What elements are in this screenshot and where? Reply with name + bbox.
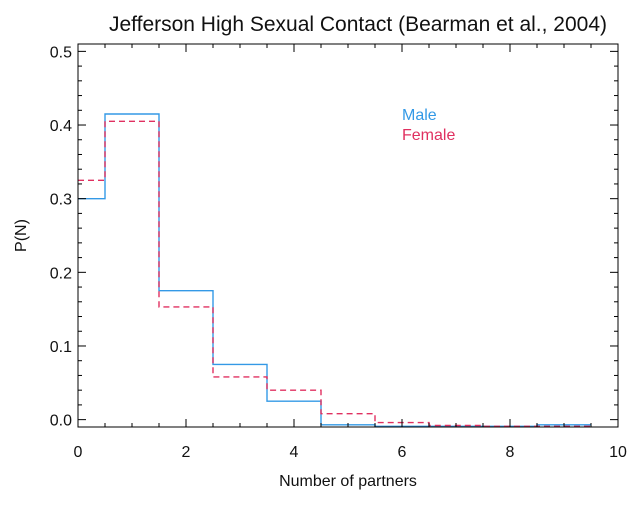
series-line-female — [78, 120, 591, 427]
y-tick-label: 0.4 — [50, 118, 72, 135]
y-tick-label: 0.1 — [50, 339, 72, 356]
x-axis-label: Number of partners — [279, 473, 417, 490]
legend: Male Female — [402, 107, 455, 144]
y-axis-label: P(N) — [13, 219, 30, 252]
x-tick-label: 10 — [609, 444, 627, 461]
x-tick-label: 0 — [74, 444, 83, 461]
x-tick-label: 6 — [398, 444, 407, 461]
x-axis: 0 2 4 6 8 10 — [74, 44, 627, 461]
y-tick-label: 0.2 — [50, 265, 72, 282]
x-tick-label: 8 — [506, 444, 515, 461]
y-tick-label: 0.3 — [50, 192, 72, 209]
x-tick-label: 2 — [182, 444, 191, 461]
y-tick-label: 0.0 — [50, 413, 72, 430]
plot-area — [78, 113, 591, 427]
y-axis: 0.0 0.1 0.2 0.3 0.4 0.5 — [50, 44, 618, 430]
chart-title: Jefferson High Sexual Contact (Bearman e… — [109, 13, 607, 36]
legend-item-male: Male — [402, 107, 437, 124]
y-tick-label: 0.5 — [50, 44, 72, 61]
series-line-male — [78, 113, 591, 427]
x-tick-label: 4 — [290, 444, 299, 461]
legend-item-female: Female — [402, 127, 455, 144]
